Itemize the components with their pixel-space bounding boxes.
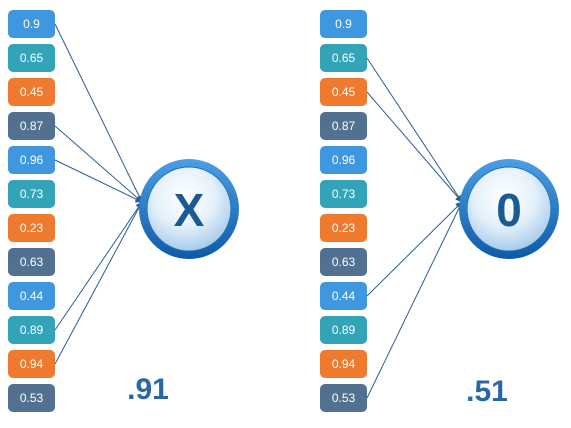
- value-tile-bg: [8, 384, 55, 412]
- value-tiles: 0.9 0.65 0.45 0.87 0.96 0.73 0.23 0.63 0.44 0.89 0…: [8, 10, 367, 412]
- value-tile-right-4: 0.96: [320, 146, 367, 174]
- value-tile-left-6: 0.23: [8, 214, 55, 242]
- connector-right-2: [366, 91, 463, 203]
- value-tile-right-2: 0.45: [320, 78, 367, 106]
- value-tile-bg: [8, 214, 55, 242]
- connector-right-8: [366, 201, 463, 297]
- value-tile-bg: [320, 10, 367, 38]
- value-tile-left-8: 0.44: [8, 282, 55, 310]
- value-tile-label: 0.63: [332, 255, 356, 269]
- value-tile-bg: [320, 78, 367, 106]
- connector-lines: [54, 23, 463, 399]
- value-tile-left-4: 0.96: [8, 146, 55, 174]
- result-left: .91: [127, 373, 169, 406]
- value-tile-left-9: 0.89: [8, 316, 55, 344]
- value-tile-label: 0.45: [332, 85, 356, 99]
- value-tile-bg: [320, 282, 367, 310]
- value-tile-label: 0.53: [20, 391, 44, 405]
- value-tile-bg: [320, 214, 367, 242]
- value-tile-label: 0.87: [20, 119, 44, 133]
- value-tile-bg: [8, 112, 55, 140]
- value-tile-right-3: 0.87: [320, 112, 367, 140]
- value-tile-label: 0.23: [332, 221, 356, 235]
- value-tile-bg: [8, 248, 55, 276]
- value-tile-bg: [8, 282, 55, 310]
- value-tile-bg: [8, 350, 55, 378]
- value-tile-label: 0.63: [20, 255, 44, 269]
- value-tile-label: 0.23: [20, 221, 44, 235]
- value-tile-right-11: 0.53: [320, 384, 367, 412]
- value-tile-label: 0.44: [332, 289, 356, 303]
- value-tile-label: 0.65: [332, 51, 356, 65]
- connector-right-1: [366, 57, 463, 203]
- value-tile-label: 0.44: [20, 289, 44, 303]
- connector-left-4: [54, 159, 143, 203]
- value-tile-right-0: 0.9: [320, 10, 367, 38]
- connector-left-10: [54, 201, 143, 365]
- value-tile-bg: [8, 316, 55, 344]
- value-tile-right-8: 0.44: [320, 282, 367, 310]
- value-tile-label: 0.45: [20, 85, 44, 99]
- node-left-label: X: [174, 184, 205, 236]
- value-tile-left-7: 0.63: [8, 248, 55, 276]
- connector-left-3: [54, 125, 143, 203]
- value-tile-left-0: 0.9: [8, 10, 55, 38]
- value-tile-bg: [320, 248, 367, 276]
- value-tile-left-1: 0.65: [8, 44, 55, 72]
- value-tile-bg: [320, 384, 367, 412]
- value-tile-label: 0.9: [23, 17, 40, 31]
- value-tile-label: 0.73: [20, 187, 44, 201]
- value-tile-label: 0.96: [20, 153, 44, 167]
- node-right-label: 0: [496, 184, 522, 236]
- connector-left-0: [54, 23, 143, 203]
- value-tile-left-3: 0.87: [8, 112, 55, 140]
- value-tile-label: 0.53: [332, 391, 356, 405]
- value-tile-label: 0.96: [332, 153, 356, 167]
- value-tile-left-2: 0.45: [8, 78, 55, 106]
- value-tile-label: 0.94: [20, 357, 44, 371]
- value-tile-right-6: 0.23: [320, 214, 367, 242]
- value-tile-label: 0.87: [332, 119, 356, 133]
- value-tile-bg: [8, 78, 55, 106]
- node-right: 0: [459, 159, 559, 259]
- value-tile-label: 0.89: [20, 323, 44, 337]
- value-tile-bg: [8, 44, 55, 72]
- value-tile-label: 0.9: [335, 17, 352, 31]
- value-tile-bg: [320, 350, 367, 378]
- value-tile-label: 0.73: [332, 187, 356, 201]
- value-tile-right-7: 0.63: [320, 248, 367, 276]
- connector-right-11: [366, 201, 463, 399]
- value-tile-right-1: 0.65: [320, 44, 367, 72]
- value-tile-label: 0.94: [332, 357, 356, 371]
- value-tile-bg: [320, 146, 367, 174]
- value-tile-label: 0.89: [332, 323, 356, 337]
- value-tile-bg: [320, 180, 367, 208]
- result-right: .51: [466, 375, 508, 408]
- node-left-inner: [146, 166, 232, 252]
- value-tile-left-5: 0.73: [8, 180, 55, 208]
- value-tile-left-11: 0.53: [8, 384, 55, 412]
- value-tile-bg: [320, 44, 367, 72]
- value-tile-bg: [8, 146, 55, 174]
- value-tile-right-10: 0.94: [320, 350, 367, 378]
- value-tile-left-10: 0.94: [8, 350, 55, 378]
- connector-left-9: [54, 201, 143, 331]
- value-tile-bg: [320, 316, 367, 344]
- node-left: X: [139, 159, 239, 259]
- value-tile-bg: [320, 112, 367, 140]
- value-tile-right-5: 0.73: [320, 180, 367, 208]
- value-tile-bg: [8, 10, 55, 38]
- value-tile-bg: [8, 180, 55, 208]
- value-tile-right-9: 0.89: [320, 316, 367, 344]
- value-tile-label: 0.65: [20, 51, 44, 65]
- node-right-inner: [466, 166, 552, 252]
